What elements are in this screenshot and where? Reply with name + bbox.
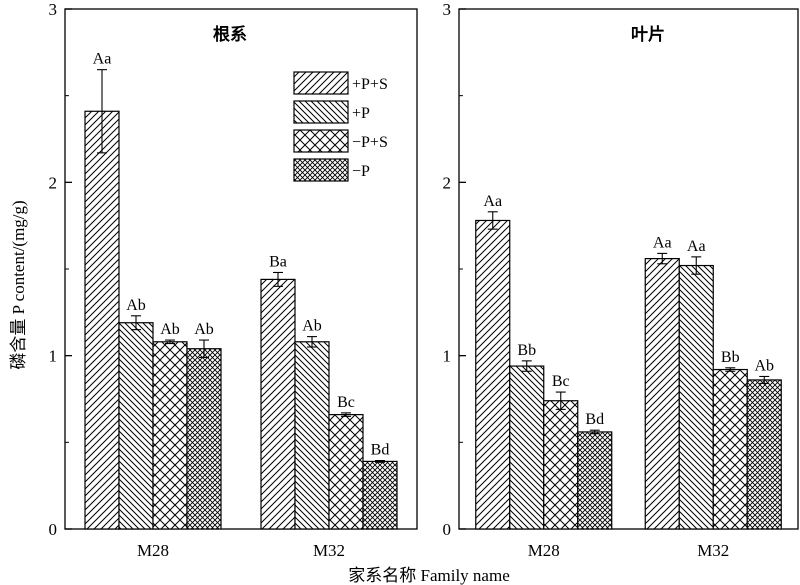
- significance-label: Aa: [483, 193, 502, 210]
- significance-label: Ab: [126, 297, 146, 314]
- bar: [644, 258, 680, 530]
- legend-label: −P: [352, 163, 370, 180]
- significance-label: Bc: [552, 373, 570, 390]
- bar: [328, 414, 364, 530]
- x-tick-label: M28: [137, 541, 169, 560]
- legend-swatch: [293, 100, 349, 124]
- significance-label: Aa: [653, 234, 672, 251]
- significance-label: Bd: [371, 442, 390, 459]
- bar: [543, 400, 579, 530]
- panel-title: 根系: [213, 24, 247, 45]
- panel-leaves: 0 1 2 3 叶片 M28 Aa Bb Bc Bd M32 Aa Aa Bb Ab: [443, 0, 799, 560]
- significance-label: Ab: [754, 357, 774, 374]
- legend-swatch: [293, 71, 349, 95]
- significance-label: Ab: [160, 321, 180, 338]
- y-tick-label: 2: [49, 173, 58, 192]
- x-tick-label: M28: [528, 541, 560, 560]
- significance-label: Ab: [194, 321, 214, 338]
- significance-label: Bb: [721, 349, 740, 366]
- y-tick-label: 0: [49, 520, 58, 539]
- significance-label: Ab: [302, 318, 322, 335]
- y-tick-label: 0: [443, 520, 452, 539]
- bar: [577, 431, 613, 530]
- panel-roots: 0 1 2 3 根系 M28 Aa Ab Ab Ab M32 Ba Ab Bc Bd: [49, 0, 418, 560]
- bar: [152, 341, 188, 530]
- bar: [678, 264, 714, 530]
- y-tick-label: 1: [443, 347, 452, 366]
- bar: [186, 348, 222, 530]
- bar: [746, 379, 782, 530]
- bar: [118, 322, 154, 530]
- significance-label: Ba: [269, 253, 287, 270]
- significance-label: Aa: [687, 238, 706, 255]
- x-axis-title: 家系名称 Family name: [348, 566, 509, 585]
- y-tick-label: 3: [49, 0, 58, 19]
- x-tick-label: M32: [313, 541, 345, 560]
- legend-label: −P+S: [352, 134, 388, 151]
- significance-label: Bb: [517, 342, 536, 359]
- legend-label: +P: [352, 105, 370, 122]
- significance-label: Aa: [93, 51, 112, 68]
- significance-label: Bd: [585, 411, 604, 428]
- legend: +P+S +P −P+S −P: [293, 71, 388, 182]
- bar: [712, 368, 748, 530]
- bar: [362, 460, 398, 530]
- y-axis-title: 磷含量 P content/(mg/g): [9, 200, 28, 369]
- legend-label: +P+S: [352, 76, 388, 93]
- legend-swatch: [293, 129, 349, 153]
- bar: [509, 365, 545, 530]
- bar: [294, 341, 330, 530]
- y-tick-label: 2: [443, 173, 452, 192]
- bar: [260, 278, 296, 530]
- y-tick-label: 1: [49, 347, 58, 366]
- legend-swatch: [293, 158, 349, 182]
- panel-title: 叶片: [631, 24, 665, 45]
- significance-label: Bc: [337, 394, 355, 411]
- x-tick-label: M32: [697, 541, 729, 560]
- bar: [84, 110, 120, 530]
- y-tick-label: 3: [443, 0, 452, 19]
- bar: [475, 219, 511, 530]
